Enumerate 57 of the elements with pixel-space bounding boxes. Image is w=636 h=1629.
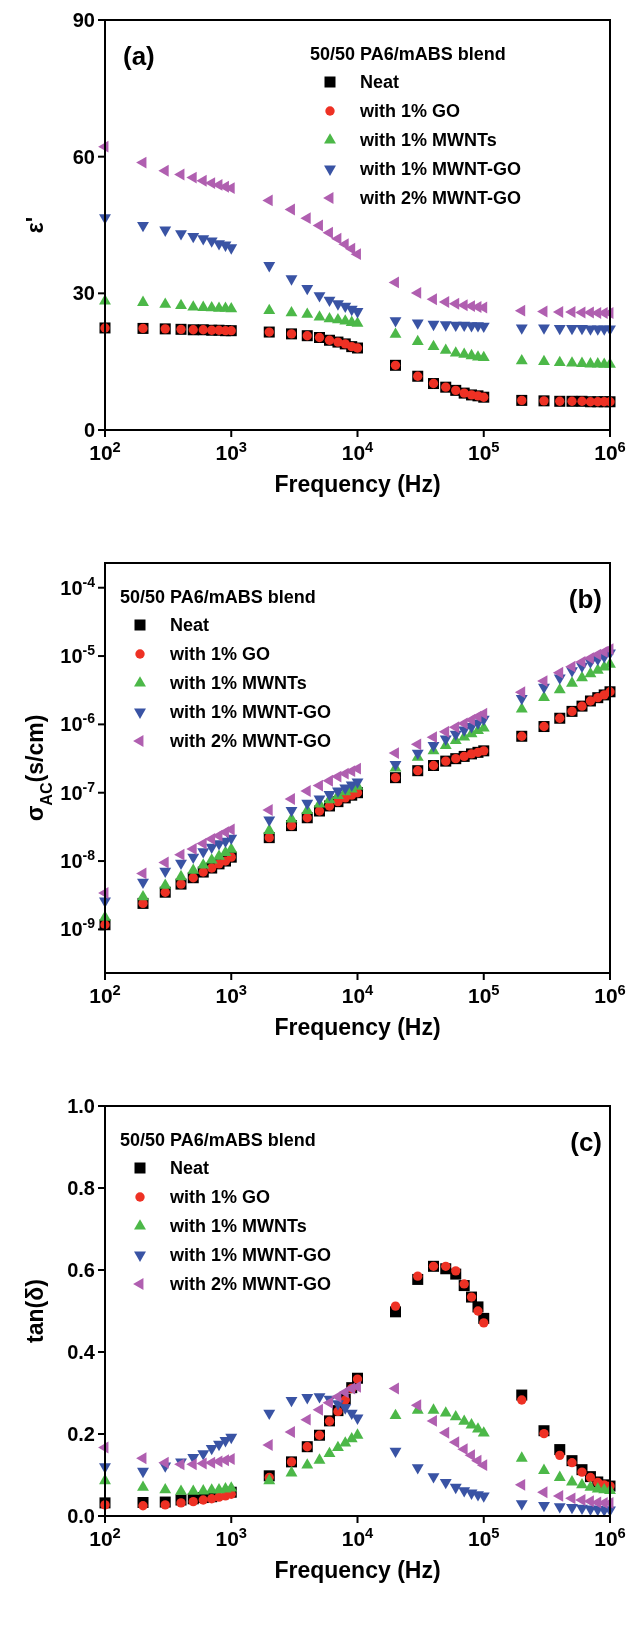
x-tick-label: 10$^{6}$ xyxy=(594,439,626,464)
legend-label: Neat xyxy=(170,615,210,635)
x-tick-label: 10$^{3}$ xyxy=(215,982,248,1007)
legend-label: Neat xyxy=(170,1158,210,1178)
legend-title: 50/50 PA6/mABS blend xyxy=(120,587,316,607)
legend-label: with 1% MWNT-GO xyxy=(359,159,521,179)
x-tick-label: 10$^{6}$ xyxy=(594,982,626,1007)
x-axis-title: Frequency (Hz) xyxy=(274,471,441,497)
x-tick-label: 10$^{5}$ xyxy=(467,439,500,464)
legend-title: 50/50 PA6/mABS blend xyxy=(310,44,506,64)
x-tick-label: 10$^{2}$ xyxy=(89,1525,121,1550)
annotation: (c) xyxy=(570,1127,602,1157)
x-tick-label: 10$^{3}$ xyxy=(215,1525,248,1550)
y-tick-label: 1.0 xyxy=(67,1095,95,1117)
legend-label: with 1% GO xyxy=(359,101,461,121)
legend-label: Neat xyxy=(360,72,400,92)
y-tick-label: 10$^{-4}$ xyxy=(60,573,96,599)
y-tick-label: 0.0 xyxy=(67,1505,95,1527)
y-tick-label: 10$^{-8}$ xyxy=(60,847,96,873)
legend-label: with 1% GO xyxy=(169,1187,271,1207)
x-tick-label: 10$^{4}$ xyxy=(341,439,375,464)
legend-label: with 1% MWNTs xyxy=(169,1216,307,1236)
x-tick-label: 10$^{4}$ xyxy=(341,1525,375,1550)
x-tick-label: 10$^{5}$ xyxy=(467,982,500,1007)
y-tick-label: 0.6 xyxy=(67,1259,95,1281)
y-tick-label: 90 xyxy=(72,9,95,31)
y-tick-label: 0.8 xyxy=(67,1177,95,1199)
y-tick-label: 60 xyxy=(72,145,95,168)
y-tick-label: 10$^{-7}$ xyxy=(60,778,96,804)
legend-label: with 1% GO xyxy=(169,644,271,664)
legend-label: with 2% MWNT-GO xyxy=(169,1274,331,1294)
y-tick-label: 0.2 xyxy=(67,1423,95,1445)
x-tick-label: 10$^{5}$ xyxy=(467,1525,500,1550)
y-axis-title: ε' xyxy=(22,216,48,234)
x-tick-label: 10$^{4}$ xyxy=(341,982,375,1007)
legend-label: with 1% MWNTs xyxy=(169,673,307,693)
legend-label: with 2% MWNT-GO xyxy=(169,731,331,751)
annotation: (b) xyxy=(568,584,602,614)
y-tick-label: 10$^{-6}$ xyxy=(60,710,96,736)
x-axis-title: Frequency (Hz) xyxy=(274,1557,441,1583)
annotation: (a) xyxy=(123,41,155,71)
y-tick-label: 30 xyxy=(72,282,95,305)
y-axis-title: tan(δ) xyxy=(22,1279,48,1343)
x-tick-label: 10$^{2}$ xyxy=(89,439,121,464)
y-tick-label: 10$^{-5}$ xyxy=(60,642,96,668)
y-tick-label: 0 xyxy=(83,419,95,441)
legend-label: with 2% MWNT-GO xyxy=(359,188,521,208)
legend-label: with 1% MWNT-GO xyxy=(169,1245,331,1265)
legend-title: 50/50 PA6/mABS blend xyxy=(120,1130,316,1150)
legend-label: with 1% MWNTs xyxy=(359,130,497,150)
x-tick-label: 10$^{3}$ xyxy=(215,439,248,464)
y-tick-label: 10$^{-9}$ xyxy=(60,915,96,941)
x-axis-title: Frequency (Hz) xyxy=(274,1014,441,1040)
y-tick-label: 0.4 xyxy=(67,1341,96,1363)
legend-label: with 1% MWNT-GO xyxy=(169,702,331,722)
x-tick-label: 10$^{6}$ xyxy=(594,1525,626,1550)
x-tick-label: 10$^{2}$ xyxy=(89,982,121,1007)
